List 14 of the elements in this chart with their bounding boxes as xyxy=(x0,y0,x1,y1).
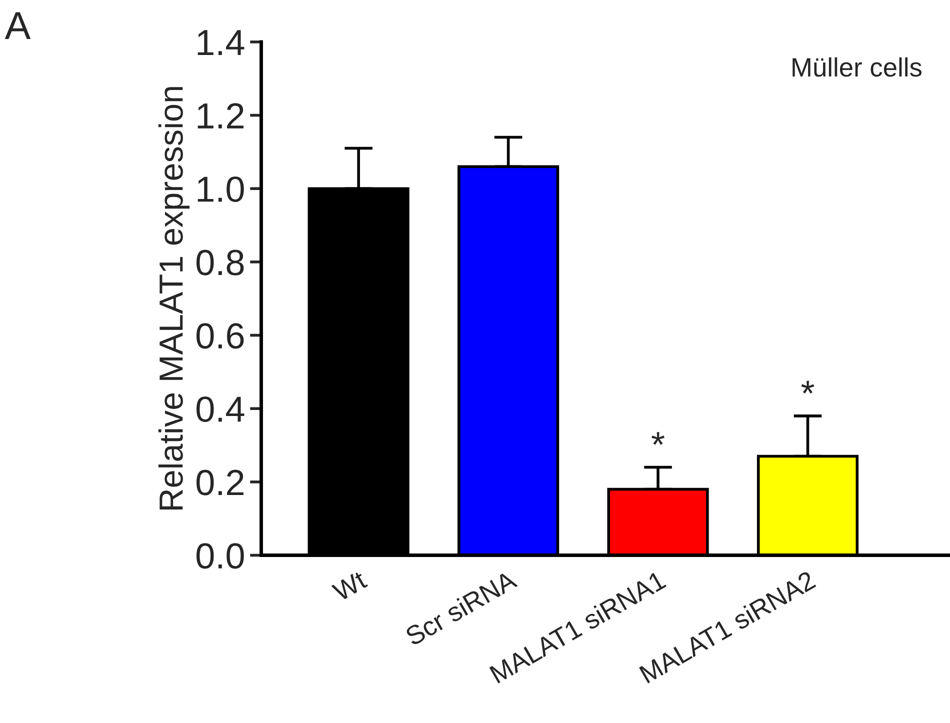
y-tick-label: 1.4 xyxy=(198,30,244,56)
y-axis-title: Relative MALAT1 expression xyxy=(158,87,190,510)
y-tick-label: 0.6 xyxy=(196,323,244,349)
annotation: Müller cells xyxy=(792,57,922,77)
y-tick-label: 1.0 xyxy=(198,176,244,202)
y-tick-label: 1.2 xyxy=(198,103,244,128)
x-tick-label: Wt xyxy=(331,570,368,602)
y-tick-label: 0.2 xyxy=(196,470,244,496)
annotation: * xyxy=(652,432,664,445)
y-tick-label: 0.8 xyxy=(196,250,244,276)
annotation: * xyxy=(801,380,814,394)
y-tick-label: 0.4 xyxy=(196,396,244,422)
text: A xyxy=(4,12,31,40)
y-tick-label: 0.0 xyxy=(196,543,244,569)
